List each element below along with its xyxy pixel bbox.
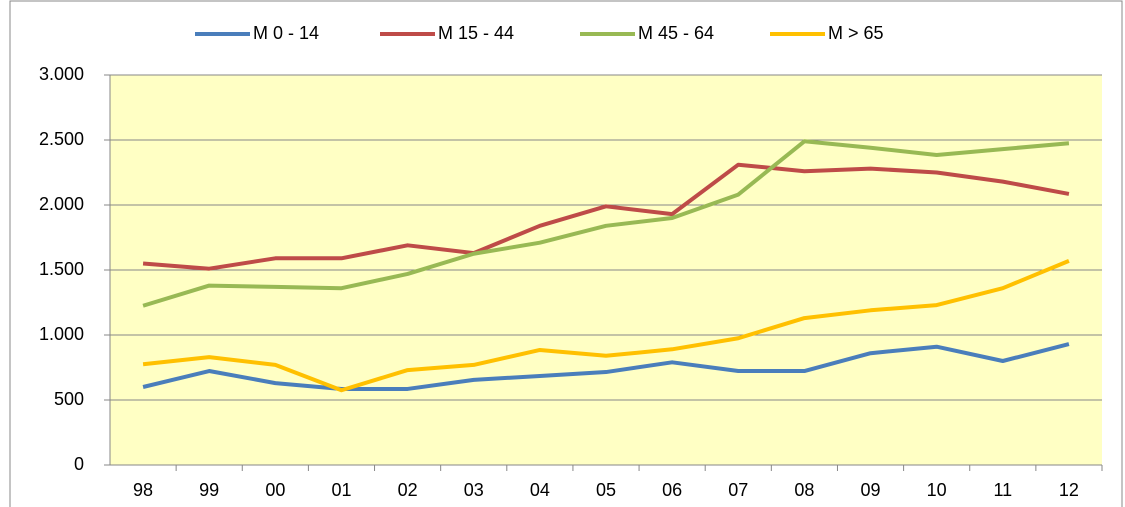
x-tick-label: 03 bbox=[464, 480, 484, 500]
x-tick-label: 02 bbox=[398, 480, 418, 500]
x-tick-label: 12 bbox=[1059, 480, 1079, 500]
series-line bbox=[142, 342, 1070, 391]
x-tick-label: 05 bbox=[596, 480, 616, 500]
legend-label: M 0 - 14 bbox=[253, 23, 319, 43]
x-tick-label: 04 bbox=[530, 480, 550, 500]
legend-label: M 15 - 44 bbox=[438, 23, 514, 43]
legend-label: M > 65 bbox=[828, 23, 884, 43]
x-tick-label: 09 bbox=[861, 480, 881, 500]
x-tick-label: 00 bbox=[265, 480, 285, 500]
series-line bbox=[142, 259, 1070, 393]
y-tick-label: 0 bbox=[74, 454, 84, 474]
x-tick-label: 01 bbox=[331, 480, 351, 500]
series-line bbox=[142, 162, 1070, 271]
y-tick-label: 2.000 bbox=[39, 194, 84, 214]
x-tick-label: 99 bbox=[199, 480, 219, 500]
series-line bbox=[142, 139, 1070, 308]
y-tick-label: 1.500 bbox=[39, 259, 84, 279]
x-tick-label: 07 bbox=[728, 480, 748, 500]
x-tick-label: 98 bbox=[133, 480, 153, 500]
legend-label: M 45 - 64 bbox=[638, 23, 714, 43]
y-tick-label: 500 bbox=[54, 389, 84, 409]
x-tick-label: 06 bbox=[662, 480, 682, 500]
x-tick-label: 11 bbox=[993, 480, 1012, 500]
y-tick-label: 2.500 bbox=[39, 129, 84, 149]
y-tick-label: 1.000 bbox=[39, 324, 84, 344]
x-tick-label: 10 bbox=[927, 480, 947, 500]
x-tick-label: 08 bbox=[794, 480, 814, 500]
y-tick-label: 3.000 bbox=[39, 64, 84, 84]
